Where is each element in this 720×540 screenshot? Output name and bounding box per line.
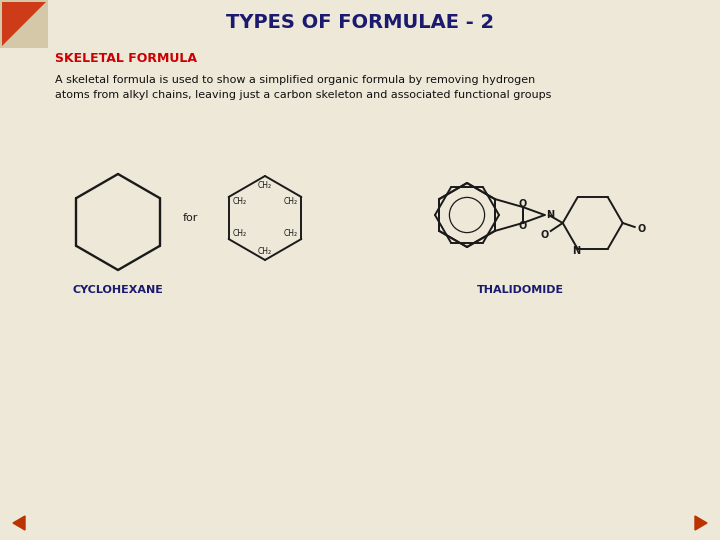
Polygon shape [13,516,25,530]
Text: N: N [546,210,554,220]
Text: O: O [518,221,527,231]
Text: O: O [638,224,646,234]
Text: CH₂: CH₂ [283,198,297,206]
Text: CH₂: CH₂ [233,198,247,206]
Text: A skeletal formula is used to show a simplified organic formula by removing hydr: A skeletal formula is used to show a sim… [55,75,552,100]
Polygon shape [0,0,48,48]
Text: TYPES OF FORMULAE - 2: TYPES OF FORMULAE - 2 [226,12,494,31]
Text: CYCLOHEXANE: CYCLOHEXANE [73,285,163,295]
Polygon shape [695,516,707,530]
Text: O: O [541,230,549,240]
Text: CH₂: CH₂ [258,180,272,190]
Text: O: O [518,199,527,209]
Text: THALIDOMIDE: THALIDOMIDE [477,285,564,295]
Text: SKELETAL FORMULA: SKELETAL FORMULA [55,51,197,64]
Polygon shape [2,2,46,46]
Text: CH₂: CH₂ [283,230,297,239]
Text: N: N [572,246,580,256]
Text: for: for [183,213,199,223]
Text: CH₂: CH₂ [233,230,247,239]
Text: CH₂: CH₂ [258,246,272,255]
